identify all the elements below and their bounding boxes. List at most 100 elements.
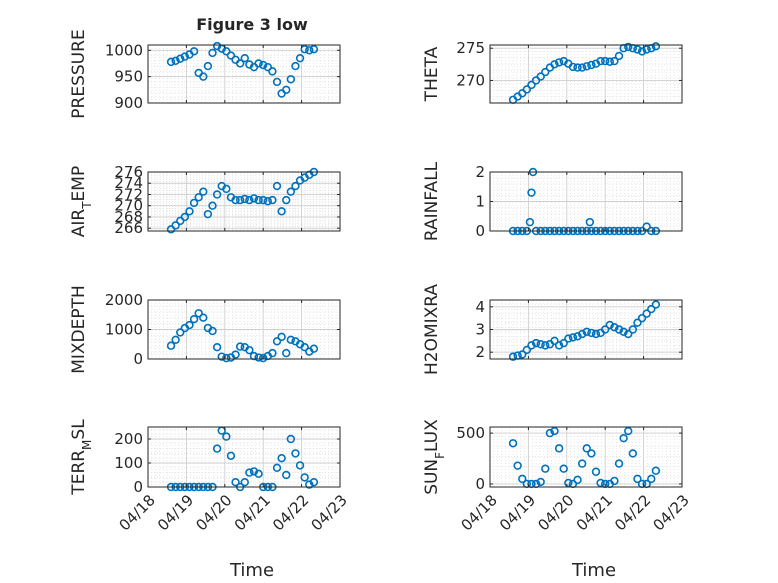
data-point (527, 80, 536, 90)
data-point (587, 60, 596, 70)
data-point (536, 340, 545, 349)
data-point (573, 475, 582, 485)
y-axis-label: RAINFALL (422, 161, 442, 241)
subplot-rainfall: 0 1 2 RAINFALL (422, 161, 683, 241)
x-tick-label: 04/20 (192, 491, 235, 534)
data-point (582, 444, 591, 453)
y-tick-label: 1 (475, 193, 485, 211)
data-point (231, 195, 240, 205)
axes-box (147, 171, 341, 232)
data-point (651, 466, 661, 475)
data-point (268, 67, 277, 76)
data-point (624, 426, 633, 436)
data-point (189, 314, 199, 324)
data-point (614, 325, 624, 334)
data-point (180, 52, 190, 61)
y-tick-label: 268 (114, 208, 143, 226)
data-point (171, 221, 180, 230)
y-tick-label: 0 (475, 222, 485, 240)
data-point (286, 434, 296, 444)
data-point (268, 195, 277, 205)
subplot-mixdepth: 0 1000 2000 MIXDEPTH (69, 285, 341, 374)
data-point (550, 60, 559, 69)
y-tick-label: 4 (475, 298, 485, 316)
data-point (642, 45, 651, 54)
data-point (286, 187, 296, 196)
data-point (564, 334, 573, 343)
data-point (245, 195, 254, 205)
data-point (554, 444, 564, 453)
data-point (185, 320, 194, 330)
data-point (189, 47, 199, 56)
data-point (176, 328, 185, 337)
data-point (577, 459, 587, 468)
data-point (189, 198, 199, 208)
data-point (596, 478, 605, 488)
data-point (573, 63, 582, 72)
data-point (518, 474, 527, 484)
x-tick-label: 04/22 (269, 491, 312, 534)
data-point (272, 181, 282, 191)
data-point (550, 426, 559, 436)
data-point (222, 432, 231, 441)
data-point (596, 56, 605, 66)
data-point (300, 473, 309, 482)
data-point (582, 62, 591, 71)
data-point (235, 342, 245, 351)
x-tick-label: 04/23 (308, 491, 351, 534)
data-point (633, 318, 642, 327)
data-point (508, 352, 518, 361)
y-axis-label: H2OMIXRA (422, 284, 442, 375)
data-point (272, 337, 282, 346)
data-point (282, 195, 291, 205)
data-point (226, 51, 236, 60)
data-point (300, 45, 309, 54)
data-point (637, 313, 647, 323)
data-point (199, 313, 208, 322)
y-tick-label: 274 (114, 174, 143, 192)
y-tick-label: 270 (114, 197, 143, 215)
y-axis-label: THETA (422, 46, 442, 102)
data-point (642, 309, 651, 318)
y-tick-label: 200 (114, 430, 143, 448)
y-tick-label: 270 (456, 71, 485, 89)
subplot-pressure: 900 950 1000 PRESSURE (69, 29, 341, 119)
axes-box (147, 426, 341, 488)
data-point (171, 56, 180, 66)
y-tick-label: 276 (114, 163, 143, 181)
y-tick-label: 266 (114, 219, 143, 237)
data-point (614, 51, 624, 61)
y-tick-label: 0 (133, 478, 143, 496)
data-point (259, 195, 268, 205)
y-axis-label: MIXDEPTH (69, 285, 89, 374)
x-tick-label: 04/19 (496, 491, 539, 534)
data-point (254, 59, 263, 68)
x-tick-label: 04/21 (573, 491, 616, 534)
data-point (624, 329, 633, 339)
data-point (208, 201, 217, 210)
data-point (226, 451, 236, 460)
data-point (263, 197, 273, 206)
y-tick-label: 0 (475, 475, 485, 493)
data-point (240, 53, 249, 63)
x-tick-label: 04/22 (611, 491, 654, 534)
y-tick-label: 0 (133, 350, 143, 368)
data-point (240, 194, 249, 204)
data-point (295, 53, 305, 63)
data-point (254, 353, 263, 362)
data-point (309, 344, 319, 353)
x-tick-label: 04/21 (231, 491, 274, 534)
data-point (605, 57, 615, 66)
data-point (286, 75, 296, 84)
data-point (564, 478, 573, 488)
y-tick-label: 1000 (105, 321, 143, 339)
data-point (171, 335, 180, 345)
data-point (600, 325, 610, 334)
data-point (624, 42, 633, 52)
data-point (305, 46, 314, 55)
data-point (522, 345, 532, 355)
data-point (610, 56, 619, 66)
data-point (651, 42, 661, 51)
